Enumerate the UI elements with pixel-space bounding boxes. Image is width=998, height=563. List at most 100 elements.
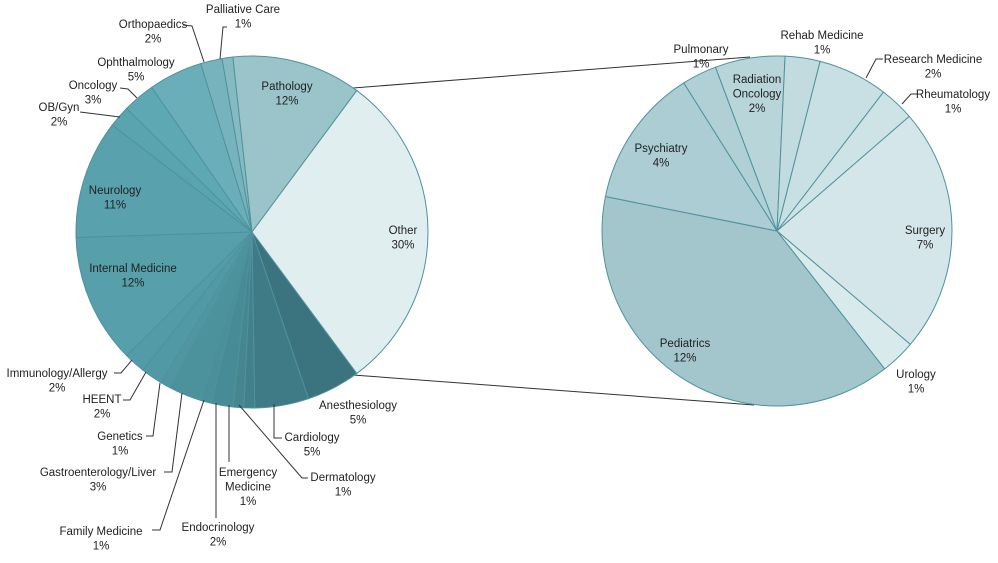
slice-percent: 1% [335, 487, 352, 499]
slice-label: OB/Gyn [39, 102, 80, 114]
slice-label: Endocrinology [182, 522, 255, 534]
slice-label: Surgery [905, 225, 946, 237]
slice-label: Urology [896, 369, 936, 381]
leader-line-palliative-care [219, 26, 227, 60]
leader-line-ob-gyn [79, 111, 121, 118]
slice-label: Pulmonary [674, 44, 729, 56]
slice-percent: 2% [49, 383, 66, 395]
data-label-radiation-oncology: Radiation Oncology 2% [733, 74, 782, 115]
slice-percent: 4% [653, 158, 670, 170]
data-label-ophthalmology: Ophthalmology 5% [97, 57, 175, 84]
data-label-cardiology: Cardiology 5% [285, 432, 340, 459]
data-label-internal-medicine: Internal Medicine 12% [89, 263, 177, 290]
pie-slice-urology [776, 230, 911, 370]
data-label-immunology-allergy: Immunology/Allergy 2% [7, 368, 108, 395]
data-label-surgery: Surgery 7% [905, 225, 946, 252]
slice-label: Oncology [69, 80, 118, 92]
leader-line-gastroenterology-liver [164, 392, 183, 473]
slice-label: Pathology [261, 81, 312, 93]
slice-label: Anesthesiology [319, 400, 397, 412]
slice-label: Palliative Care [206, 4, 280, 16]
slice-percent: 1% [908, 384, 925, 396]
slice-percent: 11% [104, 200, 126, 212]
data-label-anesthesiology: Anesthesiology 5% [319, 400, 397, 427]
data-label-ob-gyn: OB/Gyn 2% [39, 102, 80, 129]
pie-slice-neurology [75, 124, 254, 238]
leader-line-heent [123, 371, 147, 401]
slice-label: Other [389, 225, 418, 237]
slice-percent: 1% [93, 541, 110, 553]
data-label-gastroenterology-liver: Gastroenterology/Liver 3% [40, 467, 157, 494]
data-label-research-medicine: Research Medicine 2% [884, 54, 982, 81]
data-label-rheumatology: Rheumatology 1% [916, 89, 990, 116]
slice-label: Research Medicine [884, 54, 982, 66]
leader-line-rheumatology [901, 93, 917, 105]
slice-percent: 2% [925, 69, 942, 81]
slice-label: Neurology [89, 185, 142, 197]
connector-lines [352, 56, 755, 406]
slice-label: Gastroenterology/Liver [40, 467, 157, 479]
slice-percent: 2% [145, 34, 162, 46]
data-label-rehab-medicine: Rehab Medicine 1% [780, 30, 863, 57]
slice-percent: 12% [673, 353, 696, 365]
slice-percent: 1% [945, 104, 962, 116]
slice-label: Family Medicine [59, 526, 142, 538]
connector-line-top [352, 56, 751, 89]
data-label-pediatrics: Pediatrics 12% [660, 338, 711, 365]
leader-line-orthopaedics [182, 24, 205, 63]
slice-percent: 2% [749, 103, 766, 115]
slice-label: Psychiatry [634, 143, 687, 155]
leader-line-dermatology [238, 404, 308, 479]
slice-percent: 30% [391, 240, 414, 252]
pie-slice-other [251, 89, 429, 375]
pie-slice-psychiatry [604, 82, 779, 232]
data-label-genetics: Genetics 1% [97, 431, 143, 458]
leader-line-cardiology [273, 404, 282, 439]
data-label-oncology: Oncology 3% [69, 80, 118, 107]
secondary-pie [601, 55, 953, 407]
data-label-dermatology: Dermatology 1% [310, 472, 375, 499]
slice-label: Pediatrics [660, 338, 711, 350]
leader-lines [79, 24, 917, 531]
data-label-urology: Urology 1% [896, 369, 936, 396]
slice-percent: 12% [275, 96, 298, 108]
slice-percent: 2% [210, 537, 227, 549]
slice-label: Orthopaedics [119, 19, 188, 31]
slice-percent: 3% [85, 95, 102, 107]
pie-slice-pediatrics [601, 195, 886, 407]
slice-percent: 1% [240, 496, 257, 508]
leader-line-genetics [146, 382, 161, 437]
leader-line-oncology [119, 87, 138, 99]
slice-percent: 3% [90, 482, 107, 494]
slice-label: Emergency Medicine [219, 467, 277, 494]
data-label-neurology: Neurology 11% [89, 185, 142, 212]
slice-label: Internal Medicine [89, 263, 177, 275]
data-label-other: Other 30% [389, 225, 418, 252]
data-label-endocrinology: Endocrinology 2% [182, 522, 255, 549]
leader-line-family-medicine [152, 399, 205, 531]
slice-percent: 5% [350, 415, 367, 427]
pie-slice-internal-medicine [75, 231, 254, 357]
slice-percent: 12% [121, 278, 144, 290]
leader-line-research-medicine [865, 58, 883, 79]
main-pie [75, 55, 429, 409]
connector-line-bottom [352, 374, 755, 406]
slice-percent: 1% [112, 446, 129, 458]
data-label-pathology: Pathology 12% [261, 81, 312, 108]
data-label-palliative-care: Palliative Care 1% [206, 4, 280, 31]
data-labels: Anesthesiology 5% Cardiology 5% Dermatology 1… [7, 4, 991, 553]
data-label-pulmonary: Pulmonary 1% [674, 44, 729, 71]
slice-label: Dermatology [310, 472, 375, 484]
data-label-family-medicine: Family Medicine 1% [59, 526, 142, 553]
slice-label: Genetics [97, 431, 143, 443]
data-label-psychiatry: Psychiatry 4% [634, 143, 687, 170]
data-label-emergency-medicine: Emergency Medicine 1% [219, 467, 277, 508]
pie-slice-surgery [776, 115, 953, 346]
data-label-orthopaedics: Orthopaedics 2% [119, 19, 188, 46]
slice-label: Rheumatology [916, 89, 990, 101]
data-label-heent: HEENT 2% [83, 394, 122, 421]
slice-percent: 2% [94, 409, 111, 421]
slice-label: Radiation Oncology [733, 74, 782, 101]
slice-percent: 1% [693, 59, 710, 71]
